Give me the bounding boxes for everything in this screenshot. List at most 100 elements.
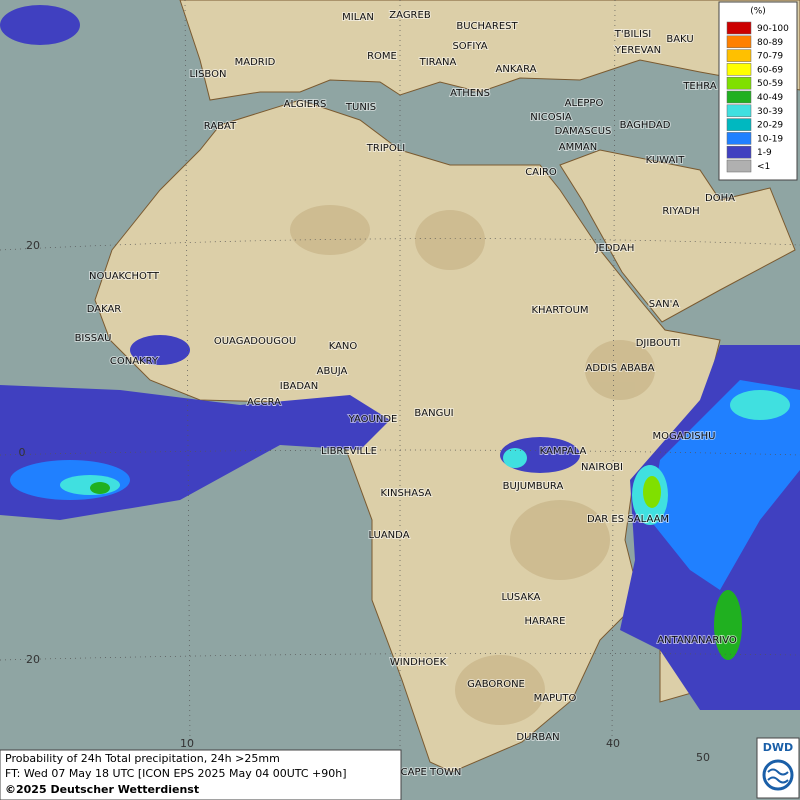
legend-swatch bbox=[726, 118, 752, 131]
logo-waves bbox=[767, 768, 789, 784]
city-label: WINDHOEK bbox=[390, 657, 447, 668]
legend-swatch bbox=[726, 104, 752, 118]
logo-icon bbox=[762, 759, 794, 791]
city-label: BISSAU bbox=[75, 333, 112, 344]
city-label: KUWAIT bbox=[646, 155, 686, 166]
city-label: CAIRO bbox=[525, 167, 557, 178]
city-label: NAIROBI bbox=[581, 462, 623, 473]
grid-labels: 20 0 20 10 40 50 bbox=[19, 239, 711, 764]
legend-swatch bbox=[726, 132, 752, 145]
legend-label: 1-9 bbox=[757, 148, 772, 158]
city-label: NICOSIA bbox=[530, 112, 572, 123]
city-label: CONAKRY bbox=[110, 356, 159, 367]
highlands bbox=[290, 205, 655, 725]
legend-title: (%) bbox=[750, 7, 766, 17]
footer-line: FT: Wed 07 May 18 UTC [ICON EPS 2025 May… bbox=[5, 767, 347, 780]
legend-swatch bbox=[726, 76, 752, 90]
city-label: MADRID bbox=[235, 57, 276, 68]
legend-swatch bbox=[726, 159, 752, 173]
legend-items: 90-100 80-89 70-79 60-69 50-59 40-49 30-39 20-2… bbox=[726, 21, 789, 173]
legend-label: 10-19 bbox=[757, 134, 783, 144]
precip-core bbox=[714, 590, 742, 660]
city-label: ANKARA bbox=[496, 64, 537, 75]
city-label: ADDIS ABABA bbox=[586, 363, 655, 374]
precip-lakes bbox=[503, 448, 527, 468]
legend-swatch bbox=[726, 21, 752, 35]
africa bbox=[94, 99, 721, 773]
precip-core bbox=[60, 475, 120, 495]
footer-line: Probability of 24h Total precipitation, … bbox=[5, 752, 280, 765]
city-label: LISBON bbox=[190, 69, 227, 80]
precip-core bbox=[730, 390, 790, 420]
city-label: YAOUNDE bbox=[348, 414, 398, 425]
legend-swatch bbox=[726, 90, 752, 104]
arabia bbox=[559, 149, 796, 323]
legend-label: <1 bbox=[757, 162, 770, 172]
city-label: RABAT bbox=[204, 121, 237, 132]
city-label: IBADAN bbox=[280, 381, 319, 392]
city-label: JEDDAH bbox=[595, 243, 635, 254]
city-label: LUANDA bbox=[368, 530, 409, 541]
city-label: TRIPOLI bbox=[366, 143, 405, 154]
city-label: ATHENS bbox=[450, 88, 490, 99]
city-label: MAPUTO bbox=[534, 693, 577, 704]
city-label: ABUJA bbox=[317, 366, 348, 377]
city-label: KAMPALA bbox=[540, 446, 587, 457]
city-label: LUSAKA bbox=[502, 592, 541, 603]
city-label: TIRANA bbox=[419, 57, 457, 68]
grid-label: 20 bbox=[26, 239, 40, 252]
legend-label: 60-69 bbox=[757, 65, 783, 75]
city-label: DAR ES SALAAM bbox=[587, 514, 669, 525]
footer-box bbox=[0, 749, 402, 800]
legend-label: 40-49 bbox=[757, 93, 783, 103]
city-label: BUJUMBURA bbox=[503, 481, 564, 492]
city-label: LIBREVILLE bbox=[321, 446, 377, 457]
grid-label: 50 bbox=[696, 751, 710, 764]
city-label: YEREVAN bbox=[614, 45, 661, 56]
city-label: KANO bbox=[329, 341, 358, 352]
footer: Probability of 24h Total precipitation, … bbox=[0, 749, 402, 800]
logo: DWD bbox=[756, 737, 800, 799]
legend-label: 70-79 bbox=[757, 52, 783, 62]
precip-core bbox=[643, 476, 661, 508]
city-label: MOGADISHU bbox=[653, 431, 716, 442]
legend-label: 50-59 bbox=[757, 79, 783, 89]
city-label: BAGHDAD bbox=[620, 120, 671, 131]
city-label: DOHA bbox=[705, 193, 735, 204]
grid-label: 10 bbox=[180, 737, 194, 750]
precipitation bbox=[0, 5, 800, 710]
legend-label: 30-39 bbox=[757, 107, 783, 117]
city-label: ALEPPO bbox=[565, 98, 604, 109]
city-label: OUAGADOUGOU bbox=[214, 336, 296, 347]
city-label: BANGUI bbox=[414, 408, 453, 419]
grid-label: 20 bbox=[26, 653, 40, 666]
city-label: BUCHAREST bbox=[456, 21, 518, 32]
city-label: ANTANANARIVO bbox=[657, 635, 737, 646]
footer-line: ©2025 Deutscher Wetterdienst bbox=[5, 783, 199, 796]
city-label: KHARTOUM bbox=[531, 305, 588, 316]
logo-text: DWD bbox=[763, 741, 793, 754]
city-label: GABORONE bbox=[467, 679, 525, 690]
city-label: DJIBOUTI bbox=[636, 338, 681, 349]
city-label: CAPE TOWN bbox=[401, 767, 462, 778]
precip-east-core bbox=[650, 380, 800, 590]
city-label: T'BILISI bbox=[614, 29, 651, 40]
city-label: KINSHASA bbox=[380, 488, 431, 499]
legend-swatch bbox=[726, 63, 752, 76]
city-label: BAKU bbox=[666, 34, 693, 45]
city-label: ACCRA bbox=[247, 397, 281, 408]
city-label: ALGIERS bbox=[284, 99, 327, 110]
city-label: SOFIYA bbox=[452, 41, 487, 52]
city-label: TUNIS bbox=[345, 102, 376, 113]
grid-label: 40 bbox=[606, 737, 620, 750]
city-label: RIYADH bbox=[662, 206, 699, 217]
legend-swatch bbox=[726, 35, 752, 49]
city-label: NOUAKCHOTT bbox=[89, 271, 160, 282]
city-label: DAKAR bbox=[87, 304, 122, 315]
city-label: ZAGREB bbox=[389, 10, 431, 21]
precip-west bbox=[130, 335, 190, 365]
legend-label: 80-89 bbox=[757, 38, 783, 48]
city-label: SAN'A bbox=[649, 299, 680, 310]
legend-label: 90-100 bbox=[757, 24, 789, 34]
